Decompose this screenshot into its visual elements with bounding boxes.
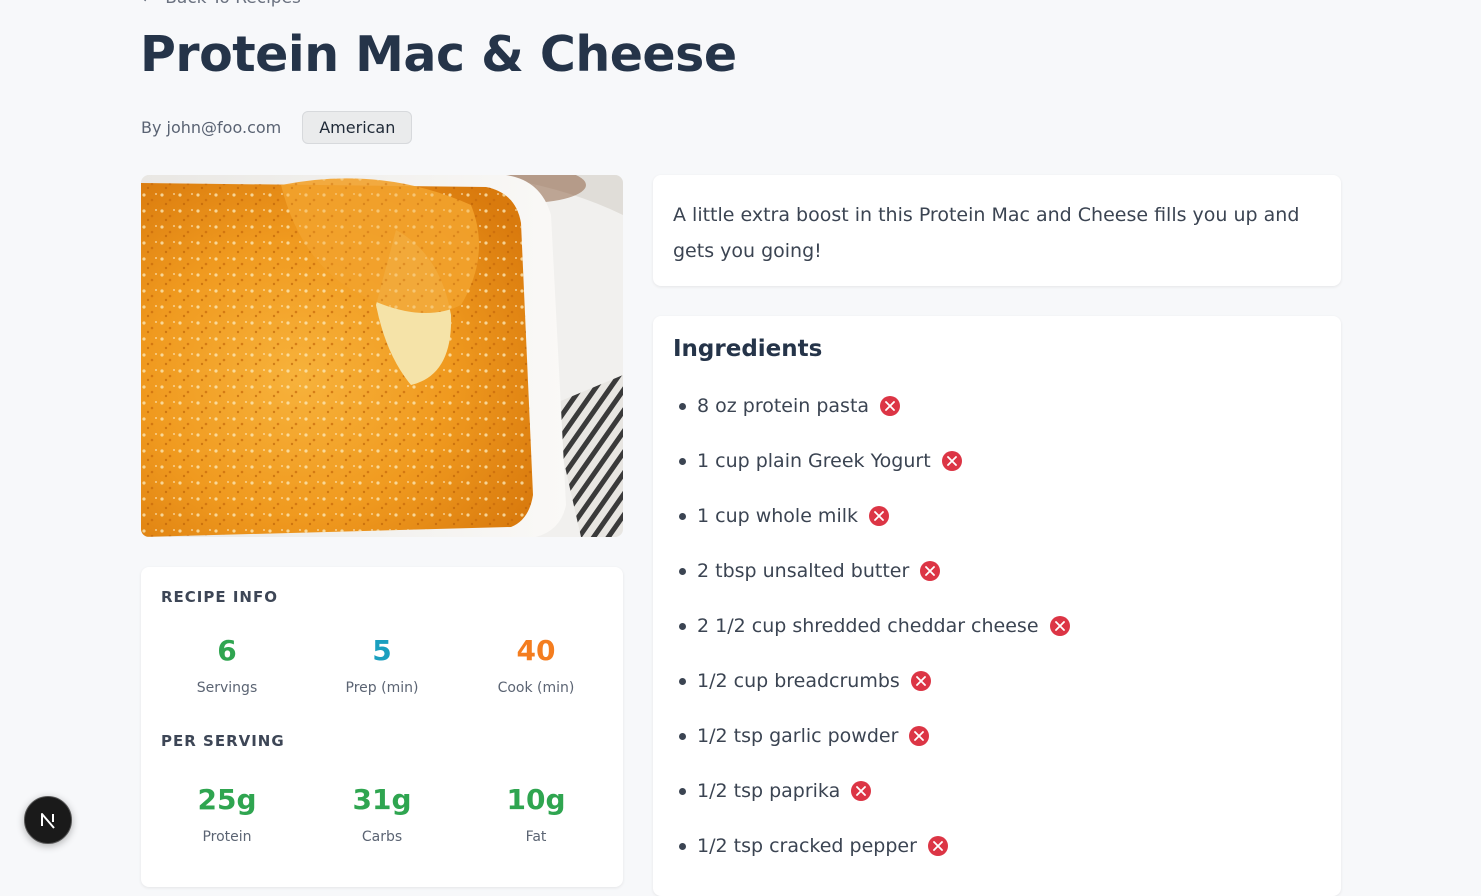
nextjs-icon — [41, 813, 55, 829]
remove-ingredient-button[interactable] — [869, 506, 889, 526]
ingredients-card: Ingredients 8 oz protein pasta 1 cup pla… — [653, 316, 1341, 896]
prep-value: 5 — [372, 634, 392, 667]
remove-ingredient-button[interactable] — [1049, 616, 1070, 636]
ingredient-item: 1/2 tsp garlic powder — [679, 721, 930, 751]
protein-label: Protein — [202, 829, 252, 845]
cuisine-badge: American — [302, 110, 413, 144]
ingredient-item: 2 tbsp unsalted butter — [679, 556, 941, 586]
ingredient-text: 8 oz protein pasta — [697, 395, 870, 417]
author-text: By john@foo.com — [141, 117, 282, 137]
arrow-left-icon: ← — [141, 0, 155, 8]
byline: By john@foo.com American — [141, 110, 413, 144]
protein-stat: 25g Protein — [150, 783, 304, 846]
close-icon — [1054, 621, 1065, 631]
ingredient-item: 1/2 tsp cracked pepper — [679, 831, 948, 861]
cook-stat: 40 Cook (min) — [459, 634, 613, 697]
recipe-info-heading: RECIPE INFO — [161, 588, 278, 606]
ingredient-item: 1/2 tsp paprika — [679, 776, 872, 806]
ingredient-text: 1/2 tsp paprika — [697, 780, 841, 802]
carbs-value: 31g — [352, 783, 412, 816]
ingredient-item: 1/2 cup breadcrumbs — [679, 666, 931, 696]
close-icon — [856, 786, 867, 796]
ingredients-heading: Ingredients — [673, 336, 823, 362]
description-card: A little extra boost in this Protein Mac… — [653, 175, 1341, 286]
cook-label: Cook (min) — [497, 680, 575, 696]
remove-ingredient-button[interactable] — [880, 396, 901, 416]
ingredient-item: 1 cup whole milk — [679, 501, 889, 531]
close-icon — [933, 841, 943, 851]
page-title: Protein Mac & Cheese — [140, 26, 737, 83]
remove-ingredient-button[interactable] — [851, 781, 872, 801]
bullet-icon — [679, 567, 686, 575]
ingredient-text: 1/2 tsp garlic powder — [697, 725, 899, 747]
close-icon — [946, 456, 957, 466]
recipe-image — [141, 175, 623, 537]
bullet-icon — [679, 677, 686, 685]
remove-ingredient-button[interactable] — [941, 451, 962, 471]
ingredient-item: 1 cup plain Greek Yogurt — [679, 446, 962, 476]
ingredient-text: 1 cup plain Greek Yogurt — [697, 450, 931, 472]
close-icon — [914, 731, 925, 741]
bullet-icon — [679, 622, 686, 630]
fat-value: 10g — [506, 783, 566, 816]
servings-value: 6 — [217, 634, 237, 667]
mac-and-cheese-photo — [141, 175, 623, 537]
bullet-icon — [679, 402, 686, 410]
ingredient-item: 8 oz protein pasta — [679, 391, 901, 421]
carbs-label: Carbs — [361, 829, 403, 845]
ingredient-item: 2 1/2 cup shredded cheddar cheese — [679, 611, 1070, 641]
servings-stat: 6 Servings — [150, 634, 304, 697]
ingredient-text: 2 1/2 cup shredded cheddar cheese — [697, 615, 1039, 637]
close-icon — [925, 566, 936, 576]
remove-ingredient-button[interactable] — [927, 836, 948, 856]
nextjs-dev-badge[interactable] — [24, 796, 72, 844]
back-link-label: Back To Recipes — [165, 0, 301, 8]
fat-label: Fat — [525, 829, 547, 845]
close-icon — [915, 676, 926, 686]
bullet-icon — [679, 732, 686, 740]
remove-ingredient-button[interactable] — [909, 726, 930, 746]
fat-stat: 10g Fat — [459, 783, 613, 846]
ingredient-text: 1 cup whole milk — [697, 505, 858, 527]
per-serving-heading: PER SERVING — [161, 732, 285, 750]
protein-value: 25g — [197, 783, 257, 816]
prep-label: Prep (min) — [345, 680, 419, 696]
bullet-icon — [679, 787, 686, 795]
recipe-info-card: RECIPE INFO 6 Servings 5 Prep (min) 40 C… — [141, 567, 623, 887]
remove-ingredient-button[interactable] — [910, 671, 931, 691]
recipe-description: A little extra boost in this Protein Mac… — [673, 204, 1300, 262]
cook-value: 40 — [516, 634, 556, 667]
close-icon — [885, 401, 895, 411]
back-to-recipes-link[interactable]: ← Back To Recipes — [141, 0, 301, 8]
bullet-icon — [679, 512, 686, 520]
servings-label: Servings — [196, 680, 258, 696]
bullet-icon — [679, 457, 686, 465]
ingredient-text: 2 tbsp unsalted butter — [697, 560, 910, 582]
ingredient-text: 1/2 cup breadcrumbs — [697, 670, 900, 692]
remove-ingredient-button[interactable] — [920, 561, 941, 581]
prep-stat: 5 Prep (min) — [305, 634, 459, 697]
carbs-stat: 31g Carbs — [305, 783, 459, 846]
ingredient-text: 1/2 tsp cracked pepper — [697, 835, 917, 857]
close-icon — [874, 511, 884, 521]
bullet-icon — [679, 842, 686, 850]
